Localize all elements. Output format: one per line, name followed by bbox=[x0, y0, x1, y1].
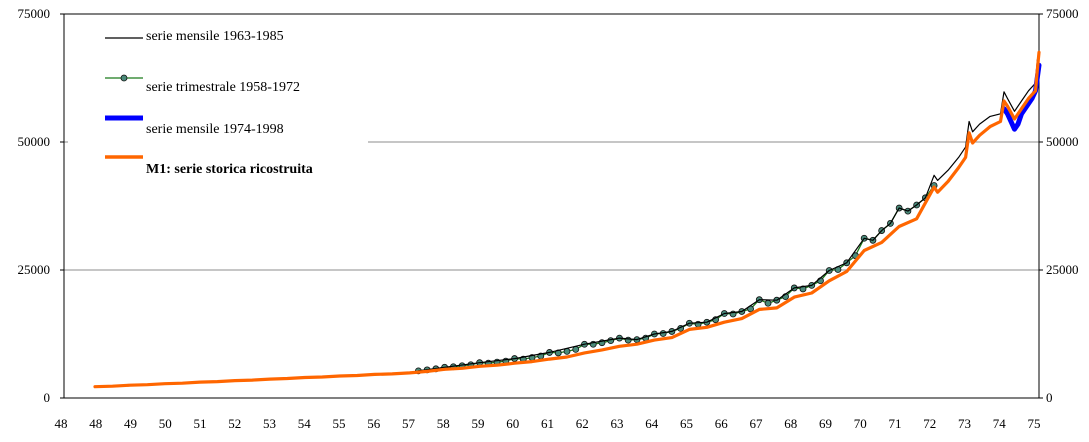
x-tick-label: 57 bbox=[402, 416, 416, 431]
series-line-m1 bbox=[417, 54, 1040, 372]
x-tick-label: 60 bbox=[506, 416, 519, 431]
plot-area bbox=[63, 13, 1040, 399]
axes: 0 25000 50000 75000 0 25000 50000 75000 48 48 49 50… bbox=[18, 6, 1079, 431]
legend-label: serie mensile 1963-1985 bbox=[146, 29, 284, 44]
x-tick-label: 67 bbox=[750, 416, 764, 431]
y-tick-label: 50000 bbox=[18, 134, 51, 149]
x-tick-label: 72 bbox=[923, 416, 936, 431]
x-tick-label: 74 bbox=[993, 416, 1007, 431]
y-tick-label: 75000 bbox=[18, 6, 51, 21]
series-lines bbox=[93, 50, 1042, 389]
y-right-tick-label: 25000 bbox=[1046, 262, 1079, 277]
legend-label: serie trimestrale 1958-1972 bbox=[146, 80, 300, 95]
data-point bbox=[624, 336, 632, 344]
x-tick-label: 58 bbox=[437, 416, 450, 431]
x-tick-label: 63 bbox=[611, 416, 624, 431]
x-tick-label: 54 bbox=[298, 416, 312, 431]
x-tick-label: 69 bbox=[819, 416, 832, 431]
x-tick-label: 48 bbox=[55, 416, 68, 431]
legend-box bbox=[68, 18, 368, 188]
x-tick-label: 52 bbox=[228, 416, 241, 431]
x-tick-label: 53 bbox=[263, 416, 276, 431]
series-line-q bbox=[417, 184, 935, 372]
y-tick-label: 25000 bbox=[18, 262, 51, 277]
x-tick-label: 70 bbox=[854, 416, 867, 431]
data-point bbox=[607, 337, 615, 345]
series-line-recon bbox=[93, 50, 1041, 389]
x-tick-label: 65 bbox=[680, 416, 693, 431]
x-tick-label: 61 bbox=[541, 416, 554, 431]
x-tick-label: 71 bbox=[889, 416, 902, 431]
x-tick-label: 51 bbox=[194, 416, 207, 431]
x-tick-label: 68 bbox=[784, 416, 797, 431]
legend-marker bbox=[120, 74, 128, 82]
legend: serie mensile 1963-1985 serie trimestrale… bbox=[68, 18, 368, 188]
x-tick-label: 50 bbox=[159, 416, 172, 431]
y-right-tick-label: 75000 bbox=[1046, 6, 1079, 21]
x-tick-label: 66 bbox=[715, 416, 729, 431]
x-tick-label: 49 bbox=[124, 416, 137, 431]
series-line-m2 bbox=[1001, 62, 1042, 132]
x-tick-label: 73 bbox=[958, 416, 971, 431]
legend-label: M1: serie storica ricostruita bbox=[146, 162, 313, 177]
y-right-tick-label: 50000 bbox=[1046, 134, 1079, 149]
x-tick-label: 48 bbox=[89, 416, 102, 431]
y-right-tick-label: 0 bbox=[1046, 390, 1053, 405]
x-tick-label: 59 bbox=[472, 416, 485, 431]
y-tick-label: 0 bbox=[44, 390, 51, 405]
x-tick-label: 62 bbox=[576, 416, 589, 431]
x-tick-label: 55 bbox=[333, 416, 346, 431]
x-tick-label: 56 bbox=[367, 416, 381, 431]
x-tick-label: 64 bbox=[645, 416, 659, 431]
x-tick-label: 75 bbox=[1028, 416, 1041, 431]
data-point bbox=[764, 299, 772, 307]
legend-label: serie mensile 1974-1998 bbox=[146, 122, 284, 137]
